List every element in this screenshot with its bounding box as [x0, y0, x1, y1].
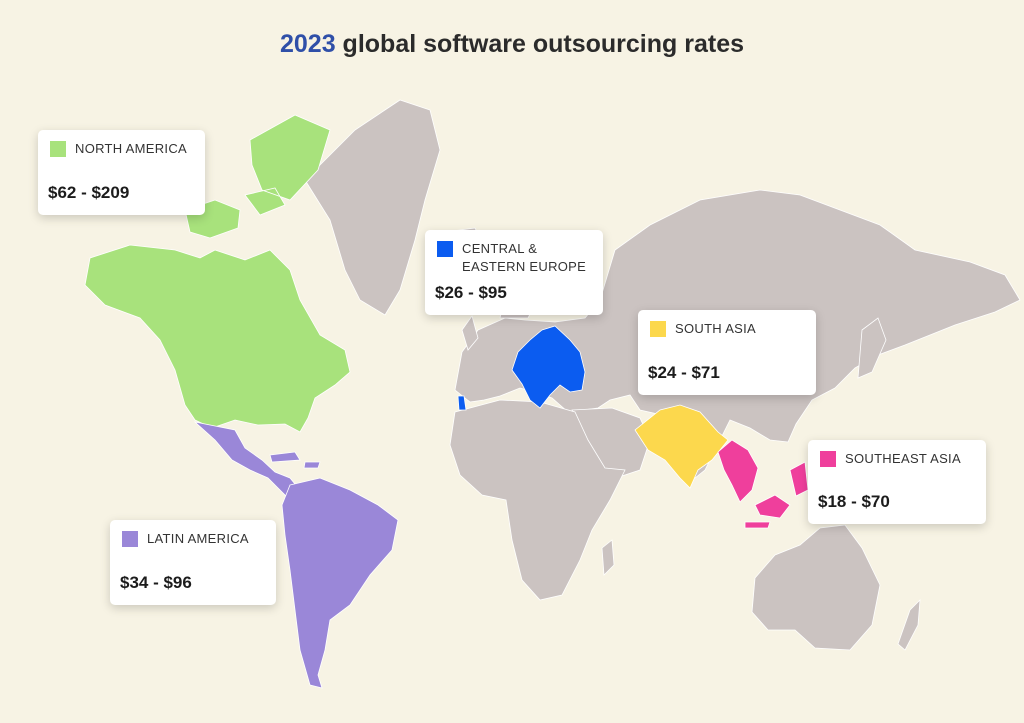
portugal-shape: [457, 395, 467, 411]
southeast-asia-islands: [744, 461, 809, 529]
new-zealand: [897, 598, 921, 651]
latin-america-label: LATIN AMERICA: [147, 531, 249, 546]
australia: [751, 524, 881, 651]
title-year: 2023: [279, 30, 336, 58]
south-asia-shape: [634, 404, 729, 489]
central-eastern-europe-label: CENTRAL & EASTERN EUROPE: [462, 241, 587, 274]
southeast-asia-region: [717, 439, 809, 529]
south-asia-rate: $24 - $71: [648, 363, 720, 382]
southeast-asia-mainland: [717, 439, 759, 503]
north-america-region: [84, 114, 351, 433]
caribbean-islands: [269, 451, 321, 469]
latin-america-region: [193, 421, 399, 689]
southeast-asia-card: SOUTHEAST ASIA $18 - $70: [808, 440, 986, 524]
page-title: 2023 global software outsourcing rates: [0, 30, 1024, 59]
uk: [461, 315, 479, 351]
south-asia-label: SOUTH ASIA: [675, 321, 757, 336]
yellow-square-icon: [650, 321, 666, 337]
latin-america-south: [281, 477, 399, 689]
latin-america-card: LATIN AMERICA $34 - $96: [110, 520, 276, 605]
title-text: global software outsourcing rates: [335, 30, 745, 58]
north-america-label: NORTH AMERICA: [75, 141, 188, 156]
purple-square-icon: [122, 531, 138, 547]
greenland: [304, 99, 441, 316]
north-america-card: NORTH AMERICA $62 - $209: [38, 130, 205, 215]
north-america-rate: $62 - $209: [48, 183, 130, 202]
central-eastern-europe-card: CENTRAL & EASTERN EUROPE $26 - $95: [425, 230, 603, 315]
south-asia-region: [634, 404, 729, 489]
madagascar: [601, 539, 615, 576]
canadian-arctic-islands: [184, 114, 331, 239]
central-eastern-europe-shape: [511, 325, 586, 409]
africa: [449, 399, 626, 601]
southeast-asia-label: SOUTHEAST ASIA: [845, 451, 961, 466]
green-square-icon: [50, 141, 66, 157]
latin-america-rate: $34 - $96: [120, 573, 192, 592]
central-eastern-europe-region: [457, 325, 586, 411]
pink-square-icon: [820, 451, 836, 467]
southeast-asia-rate: $18 - $70: [818, 492, 890, 511]
japan: [857, 317, 887, 379]
south-asia-card: SOUTH ASIA $24 - $71: [638, 310, 816, 395]
north-america-mainland: [84, 244, 351, 433]
blue-square-icon: [437, 241, 453, 257]
central-eastern-europe-rate: $26 - $95: [435, 283, 507, 302]
